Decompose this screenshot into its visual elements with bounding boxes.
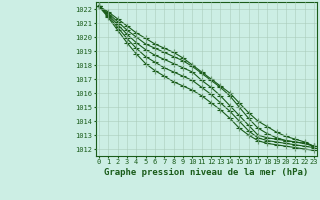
X-axis label: Graphe pression niveau de la mer (hPa): Graphe pression niveau de la mer (hPa) (104, 168, 308, 177)
